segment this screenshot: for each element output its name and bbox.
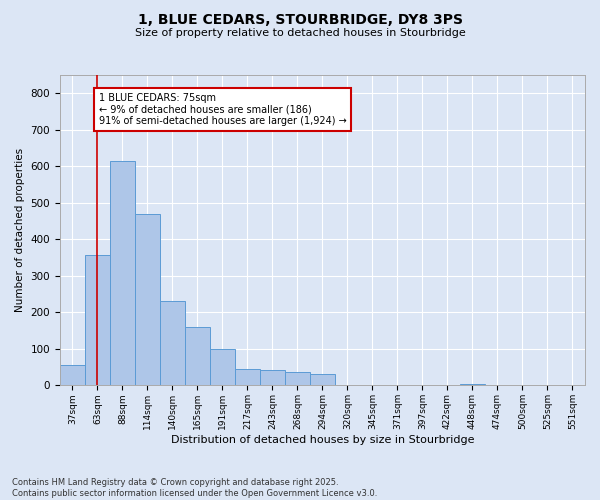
Y-axis label: Number of detached properties: Number of detached properties xyxy=(15,148,25,312)
Bar xyxy=(285,372,310,386)
Bar xyxy=(310,374,335,386)
Text: 1, BLUE CEDARS, STOURBRIDGE, DY8 3PS: 1, BLUE CEDARS, STOURBRIDGE, DY8 3PS xyxy=(137,12,463,26)
Bar xyxy=(460,384,485,386)
Bar xyxy=(135,214,160,386)
Text: 1 BLUE CEDARS: 75sqm
← 9% of detached houses are smaller (186)
91% of semi-detac: 1 BLUE CEDARS: 75sqm ← 9% of detached ho… xyxy=(98,94,346,126)
Text: Contains HM Land Registry data © Crown copyright and database right 2025.
Contai: Contains HM Land Registry data © Crown c… xyxy=(12,478,377,498)
Bar xyxy=(60,366,85,386)
X-axis label: Distribution of detached houses by size in Stourbridge: Distribution of detached houses by size … xyxy=(171,435,474,445)
Bar xyxy=(85,254,110,386)
Bar xyxy=(160,302,185,386)
Bar xyxy=(185,327,210,386)
Bar xyxy=(110,161,135,386)
Text: Size of property relative to detached houses in Stourbridge: Size of property relative to detached ho… xyxy=(134,28,466,38)
Bar xyxy=(260,370,285,386)
Bar xyxy=(210,349,235,386)
Bar xyxy=(235,369,260,386)
